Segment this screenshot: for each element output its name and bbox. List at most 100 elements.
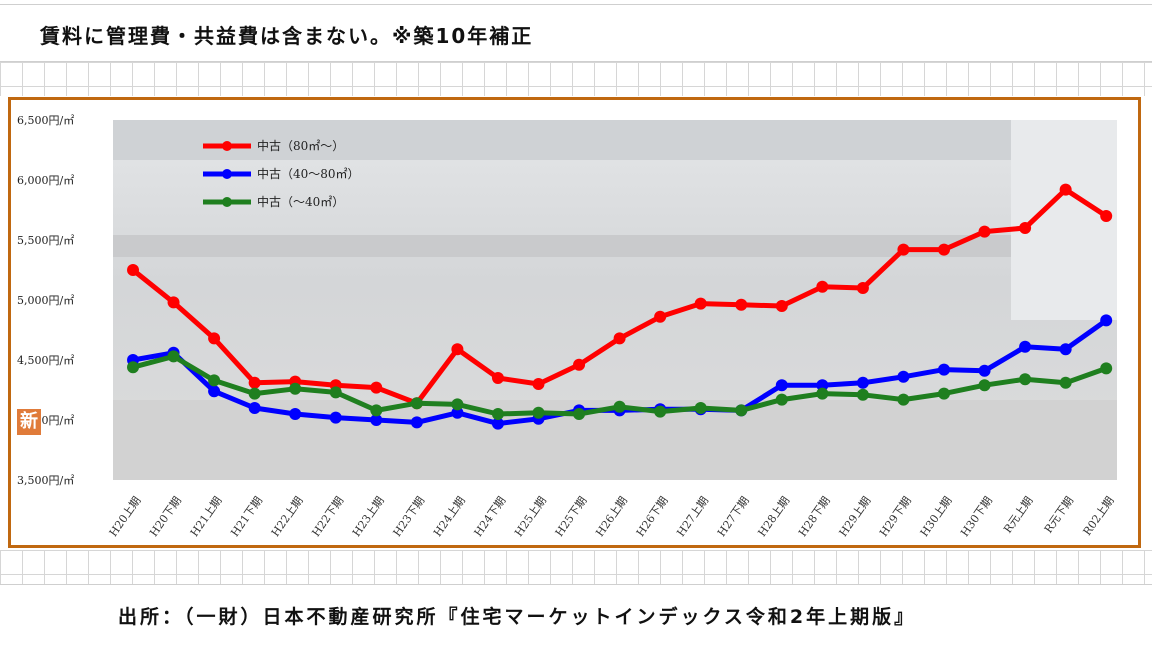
x-tick-label: H28下期 xyxy=(796,494,833,539)
y-tick-label: 4,500円/㎡ xyxy=(17,354,74,367)
data-point xyxy=(775,379,788,392)
x-tick-label: H25上期 xyxy=(512,494,549,539)
data-point xyxy=(735,298,748,311)
x-tick-label: R元下期 xyxy=(1042,494,1076,535)
x-tick-label: H26上期 xyxy=(593,494,630,539)
data-point xyxy=(654,310,667,323)
x-tick-label: H22上期 xyxy=(269,494,306,539)
data-point xyxy=(208,385,221,398)
x-tick-label: H28上期 xyxy=(755,494,792,539)
data-point xyxy=(410,416,423,429)
data-point xyxy=(329,411,342,424)
data-point xyxy=(816,280,829,293)
data-point xyxy=(1100,314,1113,327)
data-point xyxy=(978,225,991,238)
rent-note: 賃料に管理費・共益費は含まない。※築10年補正 xyxy=(40,24,534,48)
data-point xyxy=(694,402,707,414)
data-point xyxy=(735,404,748,417)
background-grid-top xyxy=(0,62,1152,96)
data-point xyxy=(1059,343,1072,356)
legend-label: 中古（～40㎡） xyxy=(257,194,344,209)
data-point xyxy=(370,404,383,417)
data-point xyxy=(1100,362,1113,375)
y-tick-label: 5,000円/㎡ xyxy=(17,294,74,307)
data-point xyxy=(167,296,180,309)
data-point xyxy=(248,387,261,400)
data-point xyxy=(613,400,626,413)
data-point xyxy=(856,282,869,294)
data-point xyxy=(938,363,950,376)
data-point xyxy=(694,297,707,310)
data-point xyxy=(491,408,504,420)
divider-line xyxy=(0,584,1152,585)
x-tick-label: H22下期 xyxy=(309,494,346,539)
data-point xyxy=(491,417,504,430)
data-point xyxy=(938,387,950,400)
data-point xyxy=(775,393,788,406)
data-point xyxy=(897,370,910,383)
data-point xyxy=(1059,376,1072,389)
data-point xyxy=(127,264,139,276)
data-point xyxy=(1059,183,1072,196)
logo-badge: 新 xyxy=(17,409,41,435)
x-tick-label: H26下期 xyxy=(634,494,671,539)
data-point xyxy=(289,382,302,395)
data-point xyxy=(816,379,829,392)
data-point xyxy=(613,332,626,345)
data-point xyxy=(289,408,302,420)
legend-marker xyxy=(222,197,232,207)
data-point xyxy=(451,398,464,411)
y-tick-label: 5,500円/㎡ xyxy=(17,234,74,247)
line-chart: 3,500円/㎡4,000円/㎡4,500円/㎡5,000円/㎡5,500円/㎡… xyxy=(17,114,1117,539)
legend-label: 中古（40～80㎡） xyxy=(257,166,360,181)
background-photo xyxy=(113,120,1117,480)
data-point xyxy=(208,332,221,345)
data-point xyxy=(978,379,991,392)
x-tick-label: H20上期 xyxy=(107,494,144,539)
legend-label: 中古（80㎡～） xyxy=(257,138,344,153)
data-point xyxy=(370,381,383,394)
data-point xyxy=(856,376,869,389)
data-point xyxy=(329,386,342,399)
x-tick-label: H29下期 xyxy=(877,494,914,539)
y-tick-label: 6,000円/㎡ xyxy=(17,174,74,187)
data-point xyxy=(248,402,261,414)
data-point xyxy=(573,408,586,420)
data-point xyxy=(654,405,667,418)
data-point xyxy=(248,376,261,389)
x-tick-label: H21上期 xyxy=(188,494,225,539)
data-point xyxy=(573,358,586,371)
data-point xyxy=(775,300,788,312)
data-point xyxy=(1019,340,1032,353)
data-point xyxy=(816,387,829,400)
legend-marker xyxy=(222,169,232,179)
x-tick-label: H20下期 xyxy=(147,494,184,539)
legend-marker xyxy=(222,141,232,151)
data-point xyxy=(532,378,545,390)
background-grid-bottom xyxy=(0,550,1152,584)
data-point xyxy=(451,343,464,356)
data-point xyxy=(208,374,221,387)
data-point xyxy=(451,406,464,419)
data-point xyxy=(1100,210,1113,222)
x-tick-label: H30上期 xyxy=(918,494,955,539)
y-tick-label: 6,500円/㎡ xyxy=(17,114,74,127)
divider-line xyxy=(0,4,1152,5)
data-point xyxy=(938,243,950,256)
x-tick-label: H21下期 xyxy=(228,494,265,539)
x-tick-label: H23下期 xyxy=(391,494,428,539)
x-tick-label: H29上期 xyxy=(837,494,874,539)
data-point xyxy=(978,364,991,377)
data-point xyxy=(370,414,383,426)
data-point xyxy=(167,350,180,363)
data-point xyxy=(410,397,423,410)
data-point xyxy=(532,406,545,419)
data-point xyxy=(1019,373,1032,386)
x-tick-label: H23上期 xyxy=(350,494,387,539)
x-tick-label: R元上期 xyxy=(1001,494,1035,535)
divider-line xyxy=(0,61,1152,62)
data-point xyxy=(127,361,139,374)
x-tick-label: H27下期 xyxy=(715,494,752,539)
x-tick-label: H30下期 xyxy=(958,494,995,539)
data-point xyxy=(1019,222,1032,234)
